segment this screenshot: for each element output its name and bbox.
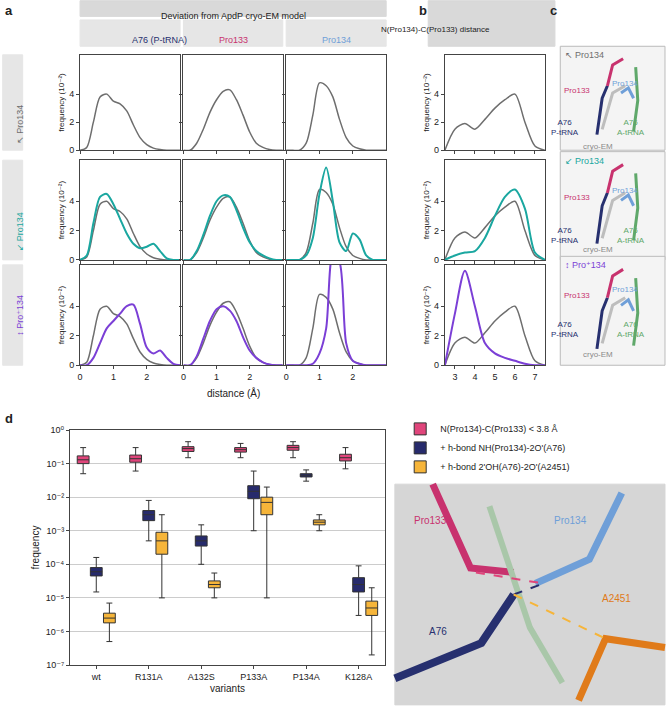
svg-text:10⁻³: 10⁻³ bbox=[46, 526, 64, 536]
svg-text:0: 0 bbox=[434, 145, 439, 155]
svg-text:frequency (10⁻²): frequency (10⁻²) bbox=[422, 180, 431, 239]
svg-text:b: b bbox=[419, 3, 427, 18]
svg-text:2: 2 bbox=[434, 331, 439, 341]
svg-text:A76P-tRNA: A76P-tRNA bbox=[551, 118, 579, 137]
svg-text:Pro133: Pro133 bbox=[414, 515, 447, 526]
svg-text:frequency (10⁻²): frequency (10⁻²) bbox=[57, 180, 66, 239]
svg-text:2: 2 bbox=[247, 372, 252, 382]
svg-text:c: c bbox=[550, 3, 557, 18]
svg-text:4: 4 bbox=[69, 196, 74, 206]
svg-text:10⁻¹: 10⁻¹ bbox=[46, 459, 64, 469]
svg-text:K128A: K128A bbox=[345, 672, 372, 682]
svg-text:Pro134: Pro134 bbox=[612, 186, 638, 195]
svg-text:4: 4 bbox=[434, 89, 439, 99]
svg-text:↙ Pro134: ↙ Pro134 bbox=[565, 156, 604, 166]
svg-text:frequency: frequency bbox=[30, 526, 41, 570]
svg-text:1: 1 bbox=[111, 372, 116, 382]
svg-text:Deviation from ApdP cryo-EM mo: Deviation from ApdP cryo-EM model bbox=[161, 11, 306, 21]
svg-text:10⁻²: 10⁻² bbox=[46, 492, 64, 502]
svg-text:1: 1 bbox=[214, 372, 219, 382]
svg-text:A76P-tRNA: A76P-tRNA bbox=[551, 226, 579, 245]
svg-text:0: 0 bbox=[434, 360, 439, 370]
svg-text:10⁻⁶: 10⁻⁶ bbox=[46, 627, 65, 637]
svg-text:A76P-tRNA: A76P-tRNA bbox=[551, 320, 579, 339]
svg-text:4: 4 bbox=[434, 196, 439, 206]
svg-text:2: 2 bbox=[144, 372, 149, 382]
svg-text:4: 4 bbox=[69, 89, 74, 99]
svg-text:2: 2 bbox=[69, 331, 74, 341]
svg-text:frequency (10⁻²): frequency (10⁻²) bbox=[57, 285, 66, 344]
svg-text:↕ Pro⁺134: ↕ Pro⁺134 bbox=[565, 260, 606, 270]
svg-text:R131A: R131A bbox=[135, 672, 163, 682]
svg-text:cryo-EM: cryo-EM bbox=[583, 245, 613, 254]
svg-text:Pro133: Pro133 bbox=[219, 35, 248, 45]
svg-text:distance (Å): distance (Å) bbox=[207, 387, 260, 399]
svg-text:cryo-EM: cryo-EM bbox=[583, 142, 613, 151]
svg-text:A76: A76 bbox=[429, 626, 447, 637]
svg-text:cryo-EM: cryo-EM bbox=[583, 350, 613, 359]
svg-text:0: 0 bbox=[69, 360, 74, 370]
svg-text:7: 7 bbox=[532, 372, 537, 382]
svg-text:1: 1 bbox=[317, 372, 322, 382]
svg-text:variants: variants bbox=[210, 683, 245, 694]
svg-text:2: 2 bbox=[434, 226, 439, 236]
svg-text:A76A-tRNA: A76A-tRNA bbox=[617, 226, 645, 245]
svg-text:↖ Pro134: ↖ Pro134 bbox=[565, 50, 604, 60]
svg-text:0: 0 bbox=[284, 372, 289, 382]
svg-text:frequency (10⁻²): frequency (10⁻²) bbox=[422, 73, 431, 132]
svg-text:P134A: P134A bbox=[293, 672, 320, 682]
svg-text:N(Pro134)-C(Pro133) distance: N(Pro134)-C(Pro133) distance bbox=[381, 25, 490, 34]
svg-text:4: 4 bbox=[434, 301, 439, 311]
svg-text:0: 0 bbox=[69, 255, 74, 265]
svg-text:Pro134: Pro134 bbox=[612, 285, 638, 294]
svg-text:10⁰: 10⁰ bbox=[51, 425, 65, 435]
svg-text:3: 3 bbox=[452, 372, 457, 382]
svg-text:frequency (10⁻²): frequency (10⁻²) bbox=[57, 73, 66, 132]
svg-text:A2451: A2451 bbox=[602, 593, 631, 604]
svg-text:+ h-bond NH(Pro134)-2O'(A76): + h-bond NH(Pro134)-2O'(A76) bbox=[440, 443, 565, 453]
svg-text:4: 4 bbox=[472, 372, 477, 382]
svg-text:10⁻⁵: 10⁻⁵ bbox=[46, 593, 65, 603]
svg-text:10⁻⁴: 10⁻⁴ bbox=[46, 559, 65, 569]
svg-text:wt: wt bbox=[91, 672, 101, 682]
svg-text:N(Pro134)-C(Pro133) < 3.8 Å: N(Pro134)-C(Pro133) < 3.8 Å bbox=[440, 424, 557, 434]
svg-text:Pro134: Pro134 bbox=[612, 79, 638, 88]
svg-text:A76A-tRNA: A76A-tRNA bbox=[617, 118, 645, 137]
svg-text:0: 0 bbox=[181, 372, 186, 382]
svg-text:10⁻⁷: 10⁻⁷ bbox=[46, 660, 64, 670]
svg-text:Pro134: Pro134 bbox=[554, 515, 587, 526]
svg-text:↕ Pro⁺134: ↕ Pro⁺134 bbox=[15, 295, 25, 336]
svg-text:2: 2 bbox=[69, 117, 74, 127]
svg-text:4: 4 bbox=[69, 301, 74, 311]
svg-text:2: 2 bbox=[350, 372, 355, 382]
svg-text:P133A: P133A bbox=[240, 672, 267, 682]
svg-text:A132S: A132S bbox=[188, 672, 215, 682]
svg-text:0: 0 bbox=[434, 255, 439, 265]
svg-text:↖ Pro134: ↖ Pro134 bbox=[15, 105, 25, 144]
svg-text:Pro133: Pro133 bbox=[564, 291, 590, 300]
svg-text:+ h-bond 2'OH(A76)-2O'(A2451): + h-bond 2'OH(A76)-2O'(A2451) bbox=[440, 462, 569, 472]
svg-text:0: 0 bbox=[78, 372, 83, 382]
svg-text:↙ Pro134: ↙ Pro134 bbox=[15, 212, 25, 251]
svg-text:a: a bbox=[5, 3, 13, 18]
svg-text:A76 (P-tRNA): A76 (P-tRNA) bbox=[132, 35, 187, 45]
svg-text:d: d bbox=[5, 411, 13, 426]
svg-text:0: 0 bbox=[69, 145, 74, 155]
svg-text:6: 6 bbox=[512, 372, 517, 382]
svg-text:Pro133: Pro133 bbox=[564, 86, 590, 95]
svg-text:Pro133: Pro133 bbox=[564, 193, 590, 202]
svg-text:frequency (10⁻²): frequency (10⁻²) bbox=[422, 285, 431, 344]
svg-text:2: 2 bbox=[69, 226, 74, 236]
svg-text:Pro134: Pro134 bbox=[322, 35, 351, 45]
svg-text:A76A-tRNA: A76A-tRNA bbox=[617, 320, 645, 339]
svg-text:2: 2 bbox=[434, 117, 439, 127]
svg-text:5: 5 bbox=[492, 372, 497, 382]
